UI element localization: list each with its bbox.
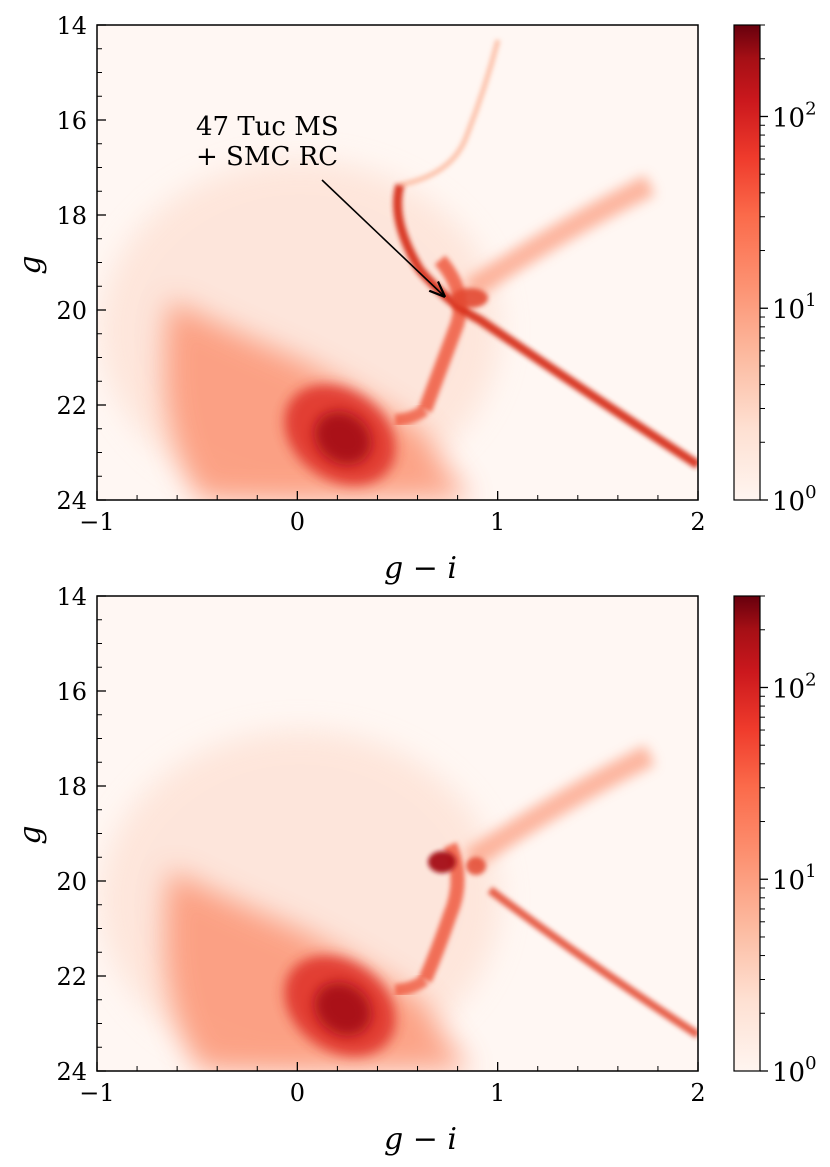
colorbar-tick-label: 102 (772, 669, 817, 704)
y-tick-label: 14 (56, 12, 87, 40)
smc-red-clump (452, 288, 488, 308)
x-axis-label-top: g − i (384, 551, 457, 586)
x-axis-label-bottom: g − i (384, 1122, 457, 1157)
tuc-ms-bottom (487, 886, 698, 1039)
y-tick-label: 20 (56, 297, 87, 325)
y-tick-label: 14 (56, 583, 87, 611)
annotation-line-1: 47 Tuc MS (196, 112, 339, 142)
smc-subgiant (394, 404, 429, 426)
x-tick-label: −1 (79, 508, 114, 536)
smc-rgb-plume (463, 175, 655, 300)
y-axis-label-bottom: g (13, 825, 48, 844)
y-tick-label: 22 (56, 392, 87, 420)
field-ms-peak-bottom (314, 982, 372, 1036)
x-tick-label: 2 (690, 1079, 705, 1107)
secondary-clump-bottom (466, 857, 486, 875)
y-tick-label: 16 (56, 107, 87, 135)
density-map-top (97, 25, 698, 500)
y-tick-label: 24 (56, 1058, 87, 1086)
smc-rgb-bottom (418, 842, 465, 983)
x-tick-label: −1 (79, 1079, 114, 1107)
colorbar-bottom (733, 595, 761, 1072)
y-tick-label: 22 (56, 963, 87, 991)
x-tick-label: 1 (490, 508, 505, 536)
y-tick-label: 24 (56, 487, 87, 515)
annotation-arrow (321, 179, 444, 296)
annotation-line-2: + SMC RC (196, 142, 338, 172)
colorbar-tick-exponent: 0 (805, 1053, 816, 1074)
smc-subgiant-bottom (394, 974, 429, 996)
smc-rgb (418, 255, 467, 413)
colorbar-tick-label: 100 (772, 482, 817, 517)
colorbar-tick-exponent: 1 (805, 290, 816, 311)
colorbar-top (733, 24, 761, 501)
y-tick-label: 20 (56, 868, 87, 896)
smc-rgb-plume-bottom (463, 745, 655, 870)
x-tick-label: 0 (290, 508, 305, 536)
y-tick-label: 18 (56, 202, 87, 230)
y-axis-label-top: g (13, 255, 48, 274)
colorbar-tick-exponent: 1 (805, 861, 816, 882)
smc-red-clump-bottom (428, 851, 456, 873)
colorbar-tick-label: 102 (772, 98, 817, 133)
tuc-ms (393, 183, 698, 469)
x-tick-label: 0 (290, 1079, 305, 1107)
colorbar-tick-exponent: 2 (805, 669, 816, 690)
y-tick-label: 18 (56, 773, 87, 801)
tuc-rgb (399, 39, 501, 188)
y-tick-label: 16 (56, 678, 87, 706)
colorbar-tick-label: 101 (772, 290, 817, 325)
colorbar-tick-exponent: 2 (805, 98, 816, 119)
colorbar-tick-label: 101 (772, 861, 817, 896)
field-ms-peak (314, 411, 372, 465)
x-tick-label: 2 (690, 508, 705, 536)
colorbar-tick-label: 100 (772, 1053, 817, 1088)
x-tick-label: 1 (490, 1079, 505, 1107)
density-map-bottom (97, 596, 698, 1071)
colorbar-tick-exponent: 0 (805, 482, 816, 503)
